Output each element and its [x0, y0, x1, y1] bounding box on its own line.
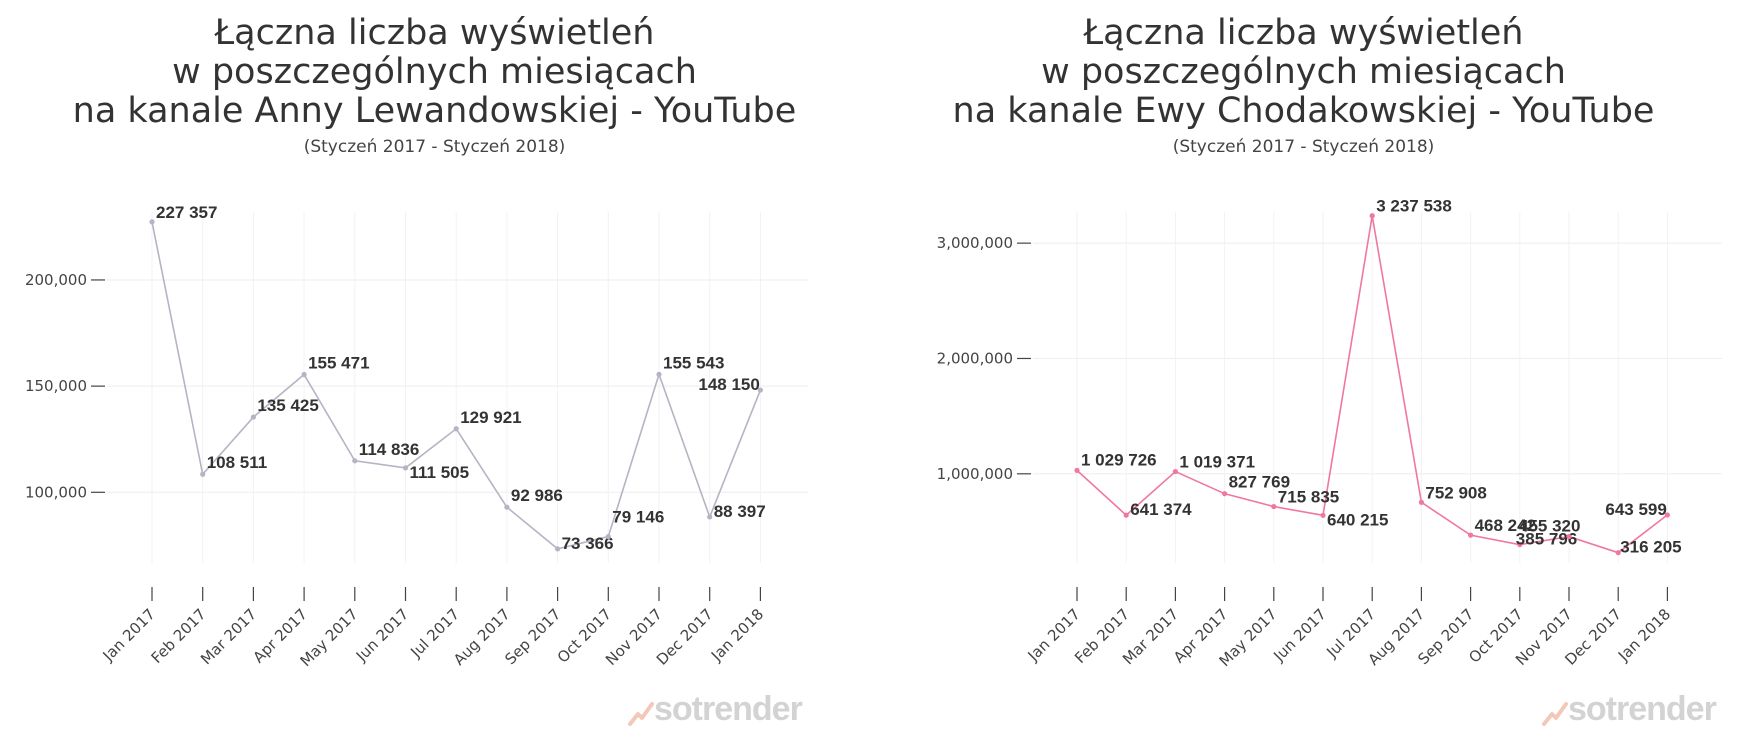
chart-subtitle: (Styczeń 2017 - Styczeń 2018) [1172, 137, 1435, 157]
chart-title-line-2: w poszczególnych miesiącach [172, 52, 697, 92]
data-label: 114 836 [359, 440, 420, 459]
y-tick-label: 2,000,000 [937, 349, 1013, 367]
data-label: 155 543 [663, 353, 724, 372]
data-point [352, 458, 358, 464]
data-point [1369, 213, 1375, 219]
y-tick-label: 3,000,000 [937, 234, 1013, 252]
data-label: 155 471 [308, 354, 369, 373]
data-point [149, 219, 155, 225]
data-label: 316 205 [1620, 538, 1681, 557]
x-tick-label: Sep 2017 [501, 605, 564, 668]
data-label: 88 397 [714, 502, 766, 521]
x-tick-label: Jun 2017 [1269, 605, 1329, 665]
data-point [453, 426, 459, 432]
data-label: 1 019 371 [1179, 453, 1255, 472]
data-label: 135 425 [257, 396, 318, 415]
data-label: 79 146 [612, 508, 664, 527]
data-label: 715 835 [1278, 488, 1339, 507]
chart-subtitle: (Styczeń 2017 - Styczeń 2018) [303, 137, 566, 157]
chart-title-line-1: Łączna liczba wyświetleń [1083, 13, 1524, 53]
data-point [250, 414, 256, 420]
y-tick-label: 100,000 [25, 483, 87, 501]
data-label: 827 769 [1229, 473, 1290, 492]
x-tick-label: Jan 2018 [1614, 605, 1674, 665]
chart-panel-right: Łączna liczba wyświetleń w poszczególnyc… [869, 0, 1738, 750]
sotrender-logo: sotrender [1568, 690, 1717, 728]
chart-title-line-1: Łączna liczba wyświetleń [214, 13, 655, 53]
data-label: 752 908 [1425, 483, 1486, 502]
data-label: 468 242 [1475, 516, 1536, 535]
data-point [1418, 499, 1424, 505]
data-label: 148 150 [698, 375, 759, 394]
data-point [1566, 534, 1572, 540]
chart-title-line-2: w poszczególnych miesiącach [1041, 52, 1566, 92]
data-point [605, 533, 611, 540]
data-label: 92 986 [511, 486, 563, 505]
data-point [1468, 532, 1474, 538]
data-label: 385 796 [1516, 530, 1577, 549]
data-label: 3 237 538 [1376, 197, 1452, 216]
y-tick-label: 200,000 [25, 271, 87, 289]
data-point [1123, 512, 1129, 518]
data-label: 640 215 [1327, 510, 1388, 529]
data-label: 455 320 [1519, 517, 1580, 536]
data-label: 108 511 [207, 453, 268, 472]
data-point [1664, 512, 1670, 518]
data-point [1320, 512, 1326, 518]
x-tick-label: Jun 2017 [352, 605, 412, 665]
y-tick-label: 150,000 [25, 377, 87, 395]
data-point [1271, 503, 1277, 510]
data-point [555, 546, 561, 552]
chart-title-line-3: na kanale Anny Lewandowskiej - YouTube [72, 91, 797, 131]
sotrender-logo: sotrender [654, 690, 803, 728]
data-label: 643 599 [1605, 500, 1666, 519]
data-point [707, 514, 713, 520]
sotrender-logo-icon [628, 702, 654, 726]
data-point [1222, 491, 1228, 497]
data-point [757, 387, 764, 393]
x-tick-label: Jan 2018 [707, 605, 767, 665]
data-point [504, 504, 510, 510]
chart-panel-left: Łączna liczba wyświetleń w poszczególnyc… [0, 13, 869, 728]
x-tick-label: Mar 2017 [197, 605, 260, 668]
data-label: 641 374 [1130, 500, 1192, 519]
data-label: 227 357 [156, 203, 217, 222]
data-label: 111 505 [410, 463, 470, 482]
data-label: 129 921 [460, 408, 521, 427]
data-point [402, 465, 409, 471]
y-tick-label: 1,000,000 [937, 465, 1013, 483]
data-point [656, 371, 662, 377]
chart-title: Łączna liczba wyświetleń w poszczególnyc… [0, 13, 869, 158]
data-label: 73 366 [562, 534, 614, 553]
chart-title-line-3: na kanale Ewy Chodakowskiej - YouTube [952, 91, 1655, 131]
data-label: 1 029 726 [1081, 450, 1157, 469]
chart-title: Łączna liczba wyświetleń w poszczególnyc… [869, 13, 1738, 158]
sotrender-logo-icon [1542, 702, 1568, 726]
data-point [1172, 468, 1178, 475]
data-point [1517, 542, 1523, 548]
data-point [200, 471, 206, 477]
data-point [1615, 550, 1621, 556]
data-point [301, 371, 307, 378]
data-point [1074, 467, 1080, 473]
